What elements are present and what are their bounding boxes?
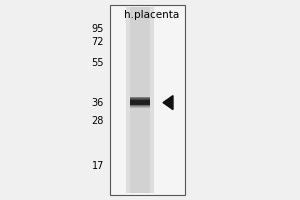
Text: 72: 72 [92,37,104,47]
Bar [126,7,154,193]
Polygon shape [163,96,173,110]
Bar [130,100,150,105]
Bar [130,99,150,106]
Text: 55: 55 [92,58,104,68]
Text: 28: 28 [92,116,104,126]
Text: 17: 17 [92,161,104,171]
Bar [130,7,150,193]
Bar [130,100,150,107]
Bar [130,98,150,105]
Bar [130,97,150,104]
Text: 36: 36 [92,98,104,108]
Bar [110,5,185,195]
Bar [130,101,150,108]
Text: 95: 95 [92,24,104,34]
Text: h.placenta: h.placenta [124,10,180,20]
